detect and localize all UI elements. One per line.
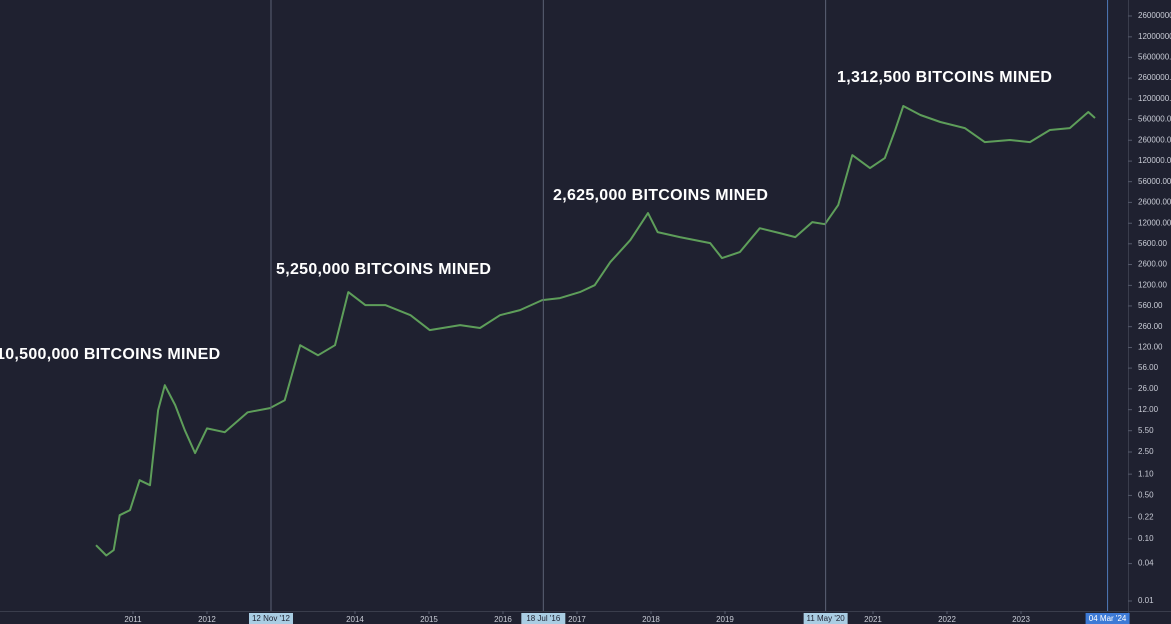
y-tick-label: 2600.00	[1138, 260, 1167, 269]
y-tick-label: 56.00	[1138, 363, 1159, 372]
y-tick-label: 2600000.	[1138, 73, 1171, 82]
halving-label: 04 Mar '24	[1089, 614, 1127, 623]
halving-label-box	[248, 613, 293, 624]
y-tick-label: 26000.00	[1138, 197, 1171, 206]
x-tick-label: 2017	[568, 615, 586, 624]
y-tick-label: 0.50	[1138, 491, 1154, 500]
x-tick-label: 2018	[642, 615, 660, 624]
y-tick-label: 26000000	[1138, 11, 1171, 20]
x-tick-label: 2021	[864, 615, 882, 624]
annotation: 2,625,000 BITCOINS MINED	[553, 187, 768, 204]
y-tick-label: 5.50	[1138, 426, 1154, 435]
annotation: 10,500,000 BITCOINS MINED	[0, 346, 220, 363]
x-tick-label: 2023	[1012, 615, 1030, 624]
y-tick-label: 12000.00	[1138, 218, 1171, 227]
y-tick-label: 1200000.	[1138, 94, 1171, 103]
y-tick-label: 1200.00	[1138, 280, 1167, 289]
y-tick-label: 260.00	[1138, 322, 1163, 331]
halving-label-box	[803, 613, 848, 624]
x-tick-label: 2014	[346, 615, 364, 624]
y-tick-label: 120.00	[1138, 343, 1163, 352]
y-tick-label: 5600000.	[1138, 53, 1171, 62]
annotation: 1,312,500 BITCOINS MINED	[837, 69, 1052, 86]
y-tick-label: 1.10	[1138, 469, 1154, 478]
y-tick-label: 2.50	[1138, 447, 1154, 456]
y-tick-label: 120000.0	[1138, 156, 1171, 165]
y-tick-label: 56000.00	[1138, 177, 1171, 186]
y-tick-label: 5600.00	[1138, 239, 1167, 248]
y-tick-label: 560.00	[1138, 301, 1163, 310]
annotation: 5,250,000 BITCOINS MINED	[276, 261, 491, 278]
price-line	[95, 105, 1096, 557]
x-tick-label: 2012	[198, 615, 216, 624]
halving-label: 18 Jul '16	[526, 614, 561, 623]
halving-label: 11 May '20	[806, 614, 845, 623]
x-tick-label: 2022	[938, 615, 956, 624]
x-tick-label: 2016	[494, 615, 512, 624]
halving-label-box	[1085, 613, 1130, 624]
y-tick-label: 0.22	[1138, 513, 1154, 522]
halving-label: 12 Nov '12	[252, 614, 291, 623]
y-tick-label: 0.10	[1138, 534, 1154, 543]
y-tick-label: 560000.0	[1138, 115, 1171, 124]
y-tick-label: 12000000.	[1138, 32, 1171, 41]
y-tick-label: 260000.0	[1138, 135, 1171, 144]
y-tick-label: 0.04	[1138, 559, 1154, 568]
y-tick-label: 0.01	[1138, 596, 1154, 605]
y-tick-label: 12.00	[1138, 405, 1159, 414]
x-tick-label: 2011	[124, 615, 142, 624]
x-tick-label: 2015	[420, 615, 438, 624]
halving-label-box	[521, 613, 566, 624]
x-tick-label: 2019	[716, 615, 734, 624]
y-tick-label: 26.00	[1138, 384, 1159, 393]
